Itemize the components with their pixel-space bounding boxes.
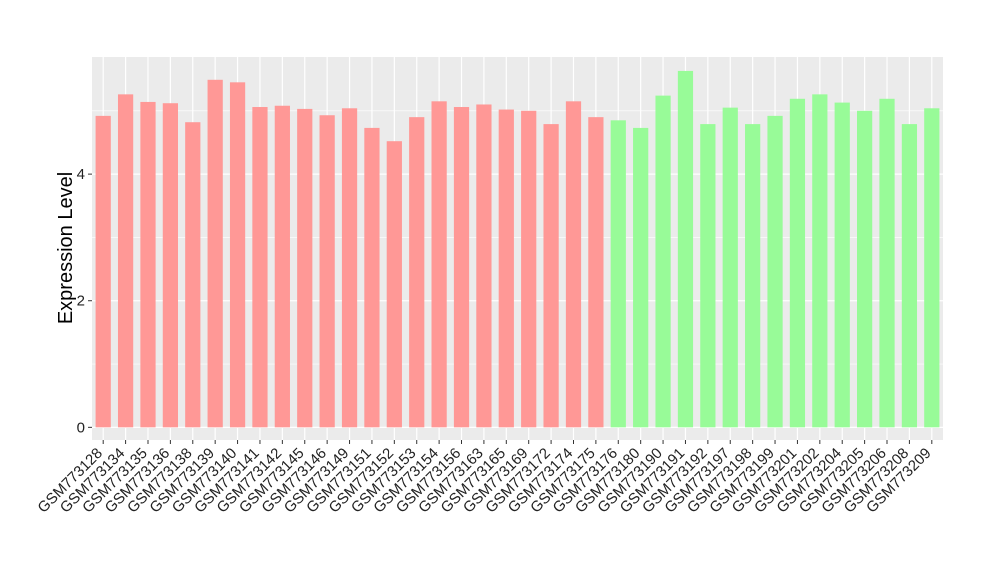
bar xyxy=(409,117,425,428)
x-axis: GSM773128GSM773134GSM773135GSM773136GSM7… xyxy=(34,440,935,516)
bar xyxy=(207,79,223,428)
bar xyxy=(476,104,492,428)
bar xyxy=(812,94,828,428)
bar xyxy=(789,98,806,428)
bar xyxy=(117,94,134,428)
bar xyxy=(431,101,447,428)
bars xyxy=(95,70,940,428)
bar xyxy=(543,124,559,428)
bar xyxy=(722,107,738,428)
bar xyxy=(633,127,649,428)
bar xyxy=(453,107,470,428)
bar xyxy=(341,108,358,428)
bar xyxy=(521,110,537,428)
bar xyxy=(745,124,761,428)
bar xyxy=(677,70,694,428)
bar xyxy=(857,110,873,428)
bar xyxy=(655,95,671,428)
bar xyxy=(879,98,895,428)
y-axis-title: Expression Level xyxy=(55,172,77,324)
bar xyxy=(95,115,111,428)
bar xyxy=(140,101,156,428)
bar xyxy=(252,107,268,428)
bar xyxy=(162,103,178,428)
bar xyxy=(297,108,313,428)
bar xyxy=(274,105,290,428)
bar xyxy=(319,115,335,428)
bar xyxy=(565,101,582,428)
bar xyxy=(386,141,402,428)
bar xyxy=(185,122,201,428)
bar xyxy=(924,108,940,428)
bar xyxy=(229,82,246,428)
y-tick-label: 4 xyxy=(77,166,85,183)
bar xyxy=(767,115,783,428)
bar xyxy=(610,120,626,428)
y-tick-label: 0 xyxy=(77,419,85,436)
y-axis: 0 2 4 xyxy=(77,166,92,436)
bar xyxy=(498,109,514,428)
bar xyxy=(834,102,850,428)
bar xyxy=(364,127,380,428)
bar xyxy=(588,117,604,428)
bar xyxy=(700,124,716,428)
bar xyxy=(901,124,918,428)
y-tick-label: 2 xyxy=(77,293,85,310)
